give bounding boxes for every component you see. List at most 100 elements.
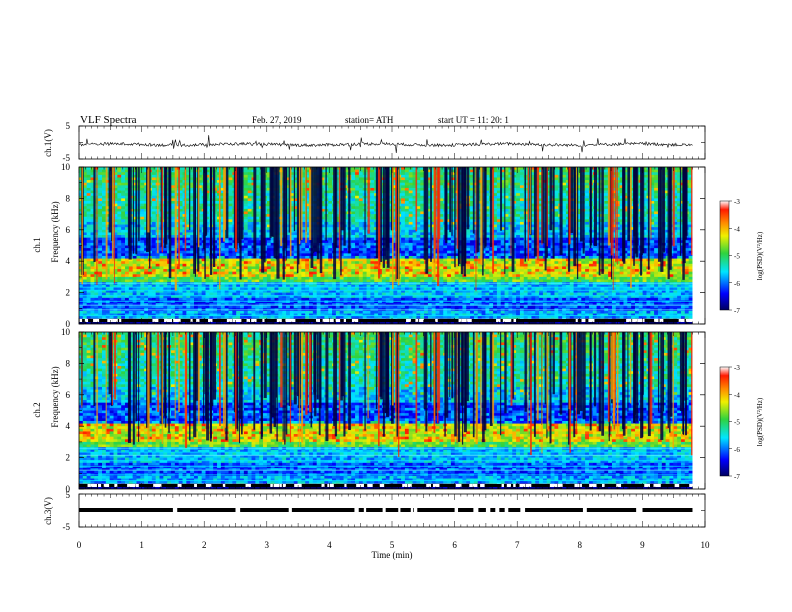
spectrogram-cell xyxy=(286,279,291,283)
spectrogram-cell xyxy=(335,289,341,294)
spectrogram-cell xyxy=(178,263,184,267)
spectrogram-cell xyxy=(266,193,272,197)
spectrogram-cell xyxy=(266,266,272,270)
spectrogram-cell xyxy=(86,310,91,315)
spectrogram-cell xyxy=(328,227,333,231)
spectrogram-cell xyxy=(98,297,103,301)
spectrogram-cell xyxy=(335,221,341,226)
spectrogram-cell xyxy=(182,305,187,309)
spectrogram-cell xyxy=(190,284,195,288)
spectrogram-cell xyxy=(266,227,272,231)
spectrogram-cell xyxy=(266,190,272,194)
spectrogram-cell xyxy=(220,303,226,307)
spectrogram-cell xyxy=(98,292,103,296)
spectrogram-cell xyxy=(389,229,394,233)
spectrogram-cell xyxy=(320,261,325,265)
spectrogram-cell xyxy=(178,255,184,260)
spectrogram-cell xyxy=(335,282,341,286)
spectrogram-cell xyxy=(151,240,157,244)
spectrogram-cell xyxy=(370,206,375,210)
spectrogram-cell xyxy=(358,193,364,197)
spectrogram-cell xyxy=(301,185,306,189)
spectrogram-cell xyxy=(343,295,348,299)
spectrogram-cell xyxy=(167,300,172,304)
spectrogram-cell xyxy=(86,245,91,249)
spectrogram-cell xyxy=(194,219,199,223)
spectrogram-cell xyxy=(240,295,245,299)
spectrogram-cell xyxy=(105,201,111,205)
spectrogram-cell xyxy=(240,263,245,267)
spectrogram-cell xyxy=(148,284,153,288)
spectrogram-cell xyxy=(374,284,379,288)
spectrogram-cell xyxy=(182,240,187,244)
spectrogram-cell xyxy=(102,193,107,197)
spectrogram-cell xyxy=(220,269,226,273)
spectrogram-cell xyxy=(389,292,394,296)
spectrogram-cell xyxy=(393,305,398,309)
spectrogram-cell xyxy=(102,263,107,267)
spectrogram-cell xyxy=(228,172,233,176)
spectrogram-cell xyxy=(320,237,325,241)
spectrogram-cell xyxy=(351,316,356,320)
spectrogram-cell xyxy=(182,261,187,265)
spectrogram-cell xyxy=(266,182,272,186)
spectrogram-cell xyxy=(98,237,103,241)
spectrogram-cell xyxy=(90,287,95,291)
spectrogram-cell xyxy=(236,271,241,275)
spectrogram-cell xyxy=(197,195,203,199)
spectrogram-cell xyxy=(125,271,130,275)
spectrogram-cell xyxy=(190,211,195,215)
spectrogram-cell xyxy=(301,219,306,223)
spectrogram-cell xyxy=(140,198,145,202)
spectrogram-cell xyxy=(178,274,184,278)
spectrogram-cell xyxy=(293,258,299,262)
spectrogram-cell xyxy=(132,229,138,233)
spectrogram-cell xyxy=(102,305,107,309)
spectrogram-cell xyxy=(224,305,230,309)
ch1-waveform-trace xyxy=(78,135,693,154)
spectrogram-cell xyxy=(305,279,310,283)
spectrogram-cell xyxy=(370,242,375,246)
spectrogram-cell xyxy=(305,219,310,223)
spectrogram-cell xyxy=(286,221,291,226)
spectrogram-cell xyxy=(205,195,210,199)
spectrogram-cell xyxy=(113,198,118,202)
spectrogram-cell xyxy=(251,295,256,299)
spectrogram-cell xyxy=(98,279,103,283)
spectrogram-cell xyxy=(174,232,180,236)
spectrogram-cell xyxy=(228,276,233,281)
spectrogram-cell xyxy=(332,310,337,315)
spectrogram-cell xyxy=(182,253,187,257)
spectrogram-cell xyxy=(335,310,341,315)
spectrogram-cell xyxy=(82,245,88,249)
spectrogram-cell xyxy=(339,316,345,320)
spectrogram-cell xyxy=(370,253,375,257)
spectrogram-cell xyxy=(358,172,364,176)
spectrogram-cell xyxy=(286,305,291,309)
spectrogram-cell xyxy=(362,258,368,262)
spectrogram-cell xyxy=(125,276,130,281)
spectrogram-cell xyxy=(351,266,356,270)
spectrogram-cell xyxy=(117,229,122,233)
spectrogram-cell xyxy=(278,255,283,260)
spectrogram-cell xyxy=(236,305,241,309)
spectrogram-cell xyxy=(335,297,341,301)
spectrogram-cell xyxy=(186,206,191,210)
spectrogram-cell xyxy=(293,321,299,324)
spectrogram-cell xyxy=(255,235,260,239)
spectrogram-cell xyxy=(174,282,180,286)
spectrogram-cell xyxy=(128,292,134,296)
spectrogram-cell xyxy=(232,253,237,257)
spectrogram-cell xyxy=(121,240,126,244)
spectrogram-cell xyxy=(98,219,103,223)
spectrogram-cell xyxy=(312,255,318,260)
spectrogram-cell xyxy=(301,206,306,210)
spectrogram-cell xyxy=(358,214,364,218)
spectrogram-cell xyxy=(213,172,218,176)
spectrogram-cell xyxy=(355,227,360,231)
spectrogram-cell xyxy=(351,187,356,192)
spectrogram-cell xyxy=(266,245,272,249)
spectrogram-cell xyxy=(190,185,195,189)
spectrogram-cell xyxy=(151,316,157,320)
spectrogram-cell xyxy=(236,269,241,273)
